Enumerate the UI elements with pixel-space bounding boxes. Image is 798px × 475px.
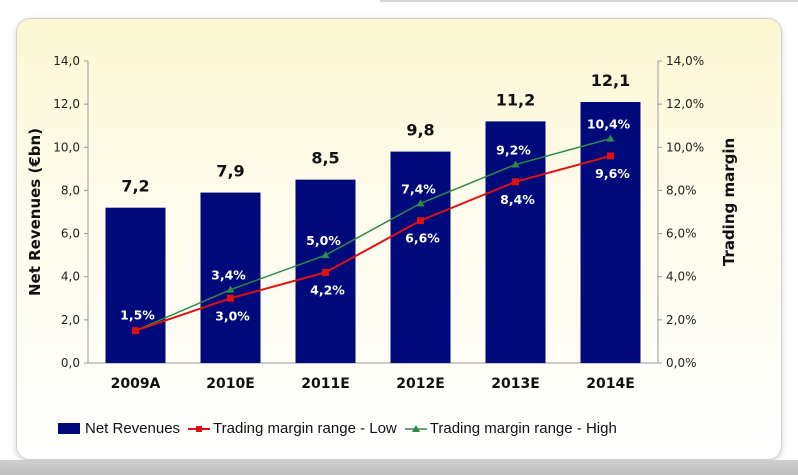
low-point [512,178,519,186]
line-low [135,154,611,332]
bar-2009A [105,207,166,363]
x-tick-label: 2009A [111,376,161,392]
x-tick-label: 2014E [586,376,635,392]
low-point [322,268,329,276]
low-value-label: 6,6% [405,231,440,246]
top-divider [380,0,798,2]
high-point [321,251,330,259]
line-high [135,137,611,332]
legend-swatch-low [188,422,211,434]
y-tick-label: 14,0 [53,54,80,68]
x-tick-label: 2011E [301,376,350,392]
low-value-label: 8,4% [500,192,535,207]
low-value-label: 4,2% [310,282,345,297]
x-tick-label: 2010E [206,376,255,392]
bar-value-label: 12,1 [591,71,630,90]
legend-label-high: Trading margin range - High [429,419,617,437]
bar-value-label: 8,5 [311,149,339,168]
y2-axis-title: Trading margin [720,138,738,266]
high-value-label: 9,2% [496,143,531,158]
y-tick-label: 12,0 [53,97,80,111]
y-tick-label: 4,0 [61,270,80,284]
y-axis-title: Net Revenues (€bn) [26,128,44,296]
bar-2014E [580,101,641,363]
low-value-label: 3,0% [215,308,250,323]
bar-value-label: 7,9 [216,162,244,181]
y2-tick-label: 8,0% [666,183,697,197]
legend-label-low: Trading margin range - Low [213,419,397,437]
y-tick-label: 6,0 [61,227,80,241]
y2-tick-label: 14,0% [666,54,704,68]
high-value-label: 5,0% [306,233,341,248]
legend-item-high: Trading margin range - High [404,419,617,437]
high-point [226,285,235,293]
bar-2013E [485,121,546,364]
y2-tick-label: 6,0% [666,227,697,241]
legend-label-net-revenues: Net Revenues [85,419,181,437]
low-value-label: 1,5% [120,308,155,323]
legend-swatch-high [404,422,427,434]
y2-tick-label: 10,0% [666,140,704,154]
low-point [607,152,614,160]
low-point [132,327,139,335]
bar-2012E [390,151,451,363]
high-point [606,134,615,142]
low-point [417,217,424,225]
y-tick-label: 10,0 [53,140,80,154]
x-tick-label: 2012E [396,376,445,392]
bar-value-label: 11,2 [496,90,535,109]
y2-tick-label: 4,0% [666,270,697,284]
y-tick-label: 8,0 [61,183,80,197]
high-value-label: 10,4% [587,117,631,132]
bar-2010E [200,192,261,363]
high-value-label: 7,4% [401,181,436,196]
low-value-label: 9,6% [595,166,630,181]
y2-tick-label: 2,0% [666,313,697,327]
legend-swatch-bar [58,422,80,434]
high-value-label: 3,4% [211,268,246,283]
high-point [416,199,425,207]
high-point [511,160,520,168]
bar-value-label: 9,8 [406,121,434,140]
legend-item-net-revenues: Net Revenues [58,420,180,437]
y-tick-label: 2,0 [61,313,80,327]
bottom-bar [0,460,798,475]
legend: Net Revenues Trading margin range - Low … [58,418,625,438]
y2-tick-label: 12,0% [666,97,704,111]
bar-value-label: 7,2 [121,177,149,196]
legend-item-low: Trading margin range - Low [188,420,397,437]
y-tick-label: 0,0 [61,356,80,370]
x-tick-label: 2013E [491,376,540,392]
y2-tick-label: 0,0% [666,356,697,370]
low-point [227,294,234,302]
